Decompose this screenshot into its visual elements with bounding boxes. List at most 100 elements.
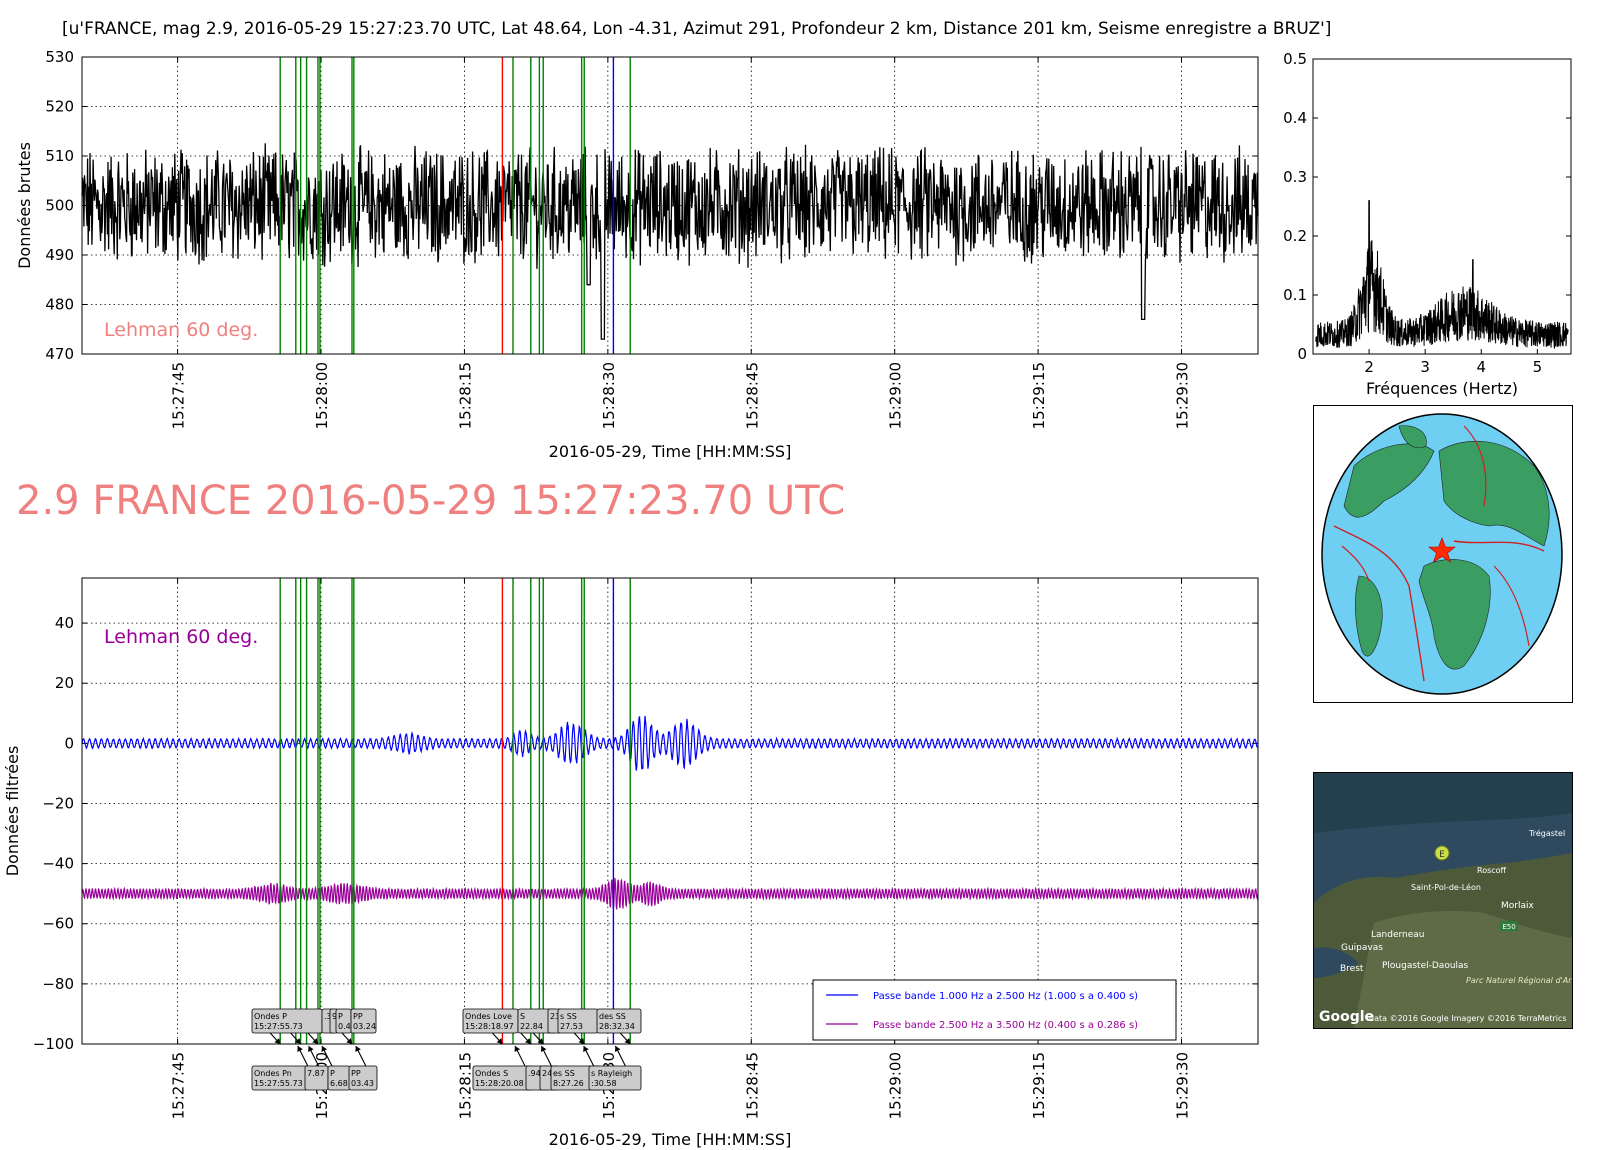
- phase-label-top: s SS 27.53: [557, 1008, 599, 1034]
- phase-label-text: 9: [332, 1012, 337, 1021]
- phase-label-text: 7.87: [307, 1069, 325, 1078]
- phase-label-bottom: Ondes S 15:28:20.08: [472, 1065, 534, 1091]
- raw-plot-frame: [81, 56, 1259, 355]
- spectrum-plot-frame: [1312, 58, 1572, 355]
- legend-box: [812, 979, 1177, 1041]
- phase-arrow-head: [294, 1038, 301, 1044]
- x-tick-label: 15:29:30: [1174, 1052, 1192, 1119]
- spectrum-y-tick-label: 0.2: [1283, 227, 1307, 245]
- phase-arrow-head: [355, 1046, 361, 1052]
- x-tick-label: 15:28:30: [600, 362, 618, 429]
- phase-label-bottom: Ondes Pn 15:27:55.73: [251, 1065, 309, 1091]
- y-tick-label: 0: [64, 734, 74, 752]
- sat-map-label: Plougastel-Daoulas: [1382, 961, 1469, 971]
- raw-y-axis-label: Données brutes: [15, 142, 34, 269]
- legend-label-band2: Passe bande 2.500 Hz a 3.500 Hz (0.400 s…: [873, 1020, 1138, 1031]
- phase-arrow-head: [274, 1038, 281, 1044]
- road-sign-label: E50: [1502, 923, 1515, 931]
- spectrum-y-tick-label: 0.3: [1283, 168, 1307, 186]
- x-tick-label: 15:29:00: [887, 362, 905, 429]
- sat-map-label: Saint-Pol-de-Léon: [1411, 882, 1481, 892]
- phase-label-bottom: s Rayleigh:30.58: [588, 1065, 642, 1091]
- y-tick-label: 40: [55, 614, 74, 632]
- sat-map-label: Guipavas: [1341, 943, 1383, 953]
- x-tick-label: 15:29:00: [887, 1052, 905, 1119]
- phase-arrow-head: [308, 1046, 314, 1052]
- sat-map-label: Roscoff: [1477, 866, 1507, 875]
- sat-map-marker-label: E: [1439, 850, 1445, 860]
- phase-label-text: Ondes Pn 15:27:55.73: [254, 1069, 303, 1088]
- filtered-y-axis-label: Données filtrées: [3, 746, 22, 877]
- phase-label-box: [596, 1008, 642, 1034]
- phase-arrow-head: [583, 1046, 589, 1052]
- phase-label-top: PP 03.24: [350, 1008, 377, 1034]
- phase-arrow-head: [321, 1046, 328, 1052]
- google-logo: Google: [1319, 1009, 1374, 1025]
- phase-label-top: Ondes P 15:27:55.73: [251, 1008, 323, 1034]
- phase-label-bottom: PP 03.43: [348, 1065, 378, 1091]
- spectrum-y-tick-label: 0.1: [1283, 286, 1307, 304]
- phase-label-text: S 22.84: [520, 1012, 543, 1031]
- phase-label-text: es SS 8:27.26: [553, 1069, 584, 1088]
- phase-arrow-head: [624, 1038, 631, 1044]
- phase-arrow-head: [346, 1038, 353, 1044]
- phase-label-text: Ondes Love 15:28:18.97: [465, 1012, 514, 1031]
- filtered-plot-frame: [81, 577, 1259, 1045]
- y-tick-label: 510: [45, 147, 74, 165]
- y-tick-label: 520: [45, 98, 74, 116]
- legend: Passe bande 1.000 Hz a 2.500 Hz (1.000 s…: [812, 979, 1177, 1041]
- spectrum-x-tick-label: 2: [1364, 358, 1374, 376]
- sat-map-label: Brest: [1340, 964, 1364, 974]
- spectrum-y-tick-label: 0.4: [1283, 109, 1307, 127]
- spectrum-x-tick-label: 5: [1533, 358, 1543, 376]
- x-tick-label: 15:27:45: [170, 362, 188, 429]
- y-tick-label: 530: [45, 48, 74, 66]
- phase-arrow-head: [578, 1038, 585, 1044]
- x-tick-label: 15:27:45: [170, 1052, 188, 1119]
- y-tick-label: 480: [45, 296, 74, 314]
- sat-map-label: Trégastel: [1528, 828, 1565, 838]
- spectrum-x-axis-label: Fréquences (Hertz): [1366, 379, 1518, 398]
- phase-label-top: S 22.84: [517, 1008, 557, 1034]
- phase-label-top: Ondes Love 15:28:18.97: [462, 1008, 519, 1034]
- filtered-x-axis-label: 2016-05-29, Time [HH:MM:SS]: [549, 1130, 792, 1149]
- y-tick-label: −80: [42, 975, 74, 993]
- phase-arrow-head: [312, 1038, 318, 1044]
- x-tick-label: 15:28:00: [313, 362, 331, 429]
- phase-label-text: P 0.49: [338, 1012, 356, 1031]
- epicenter-marker-icon: [1434, 845, 1450, 861]
- sat-map-label: Parc Naturel Régional d'Armorique: [1466, 975, 1572, 985]
- raw-x-axis-label: 2016-05-29, Time [HH:MM:SS]: [549, 442, 792, 461]
- phase-label-text: Ondes S 15:28:20.08: [475, 1069, 524, 1088]
- phase-arrow-head: [540, 1046, 547, 1052]
- spectrum-x-tick-label: 3: [1420, 358, 1430, 376]
- spectrum-y-tick-label: 0.5: [1283, 50, 1307, 68]
- y-tick-label: 470: [45, 345, 74, 363]
- spectrum-line: [1315, 200, 1569, 350]
- spectrum-y-tick-label: 0: [1297, 345, 1307, 363]
- phase-label-box: [348, 1065, 378, 1091]
- phase-label-text: des SS 28:32.34: [599, 1012, 635, 1031]
- epicenter-star-icon: [1428, 537, 1456, 563]
- phase-arrow-head: [514, 1046, 521, 1052]
- world-map: [1313, 405, 1573, 703]
- phase-label-bottom: P 6.68: [327, 1065, 351, 1091]
- phase-label-text: s SS 27.53: [560, 1012, 583, 1031]
- raw-signal-line: [81, 143, 1259, 340]
- legend-label-band1: Passe bande 1.000 Hz a 2.500 Hz (1.000 s…: [873, 991, 1138, 1002]
- band2-signal-line: [81, 877, 1259, 910]
- phase-label-box: [350, 1008, 377, 1034]
- filtered-plot-area: [82, 578, 1258, 1044]
- phase-arrow-head: [297, 1046, 303, 1052]
- sat-map-label: Morlaix: [1501, 901, 1534, 911]
- phase-label-text: s Rayleigh:30.58: [591, 1069, 632, 1088]
- y-tick-label: 490: [45, 246, 74, 264]
- raw-annotation: Lehman 60 deg.: [104, 319, 258, 341]
- y-tick-label: −100: [33, 1035, 74, 1053]
- y-tick-label: −20: [42, 794, 74, 812]
- sat-map-label: Landerneau: [1371, 930, 1425, 940]
- x-tick-label: 15:28:15: [456, 1052, 474, 1119]
- y-tick-label: −60: [42, 915, 74, 933]
- sat-map-attribution: data ©2016 Google Imagery ©2016 TerraMet…: [1369, 1014, 1567, 1023]
- x-tick-label: 15:28:45: [743, 1052, 761, 1119]
